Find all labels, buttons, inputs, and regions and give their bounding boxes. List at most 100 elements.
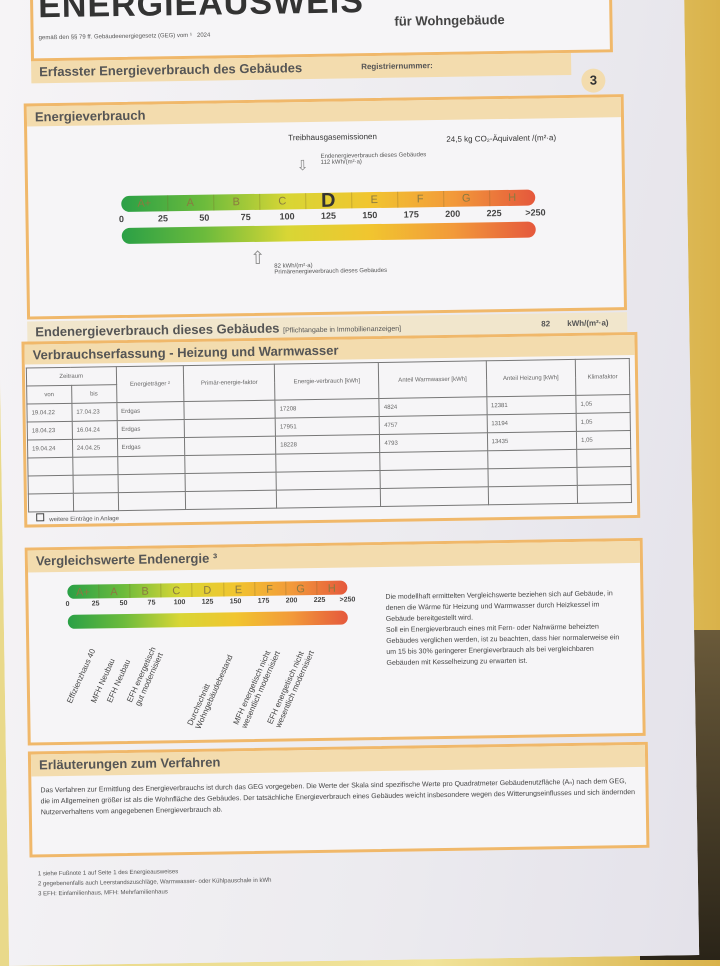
primary-energy-arrow-icon: ⇧ [249, 247, 266, 269]
table-cell: 24.04.25 [72, 438, 118, 458]
scale-tick: 200 [285, 597, 298, 605]
table-cell [28, 475, 74, 495]
scale-tick: >250 [525, 207, 546, 218]
energy-certificate-page: ENERGIEAUSWEIS für Wohngebäude gemäß den… [0, 0, 700, 966]
table-cell [276, 488, 381, 509]
class-A+: A+ [67, 584, 100, 599]
end-energy-unit: kWh/(m²·a) [567, 318, 609, 329]
table-cell [576, 466, 632, 486]
footnotes: 1 siehe Fußnote 1 auf Seite 1 des Energi… [38, 866, 272, 900]
table-cell [487, 485, 578, 505]
registration-label: Registriernummer: [361, 61, 433, 72]
table-cell [380, 468, 488, 489]
table-cell: 12381 [486, 395, 577, 415]
table-cell [185, 454, 277, 474]
scale-tick: 100 [173, 599, 186, 607]
class-A: A [167, 194, 215, 212]
table-cell [487, 449, 577, 469]
more-entries: weitere Einträge in Anlage [36, 512, 119, 523]
header-energietraeger: Energieträger ² [115, 365, 185, 403]
table-cell [487, 467, 578, 487]
page-number: 3 [581, 68, 606, 93]
end-energy-marker: Endenergieverbrauch dieses Gebäudes 112 k… [320, 152, 427, 166]
end-energy-arrow-icon: ⇩ [296, 157, 309, 174]
ghg-value: 24,5 kg CO₂-Äquivalent /(m²·a) [446, 133, 557, 144]
more-entries-label: weitere Einträge in Anlage [49, 516, 120, 524]
scale-gradient-bar [67, 610, 348, 629]
scale-class-bar: A+ A B C D E F G H [67, 580, 348, 599]
end-energy-note: [Pflichtangabe in Immobilienanzeigen] [283, 325, 402, 335]
class-B: B [129, 583, 162, 598]
consumption-table: Zeitraum Energieträger ² Primär-energie-… [26, 358, 632, 513]
class-G: G [284, 580, 318, 596]
primary-energy-marker: 82 kWh/(m²·a) Primärenergieverbrauch dies… [274, 263, 388, 276]
section-title: Erfasster Energieverbrauch des Gebäudes [39, 60, 303, 80]
table-cell [577, 484, 632, 504]
table-cell [117, 491, 186, 511]
table-cell: Erdgas [116, 401, 185, 421]
end-energy-label: Endenergieverbrauch dieses Gebäudes [35, 320, 280, 340]
scale-tick: 0 [65, 600, 70, 608]
table-cell [72, 456, 118, 476]
compare-description: Die modellhaft ermittelten Vergleichswer… [385, 590, 620, 667]
scale-tick: 225 [486, 208, 502, 219]
table-cell: 17951 [275, 416, 380, 437]
scale-tick: 25 [91, 600, 100, 608]
table-cell: 17.04.23 [71, 402, 117, 422]
class-E: E [351, 191, 399, 209]
scale-tick: 225 [313, 596, 326, 605]
compare-scale: A+ A B C D E F G H 0 25 50 75 100 125 150 175 200 225 >250 [65, 580, 355, 633]
class-H: H [508, 191, 517, 204]
class-B: B [213, 193, 261, 211]
class-F: F [397, 190, 445, 208]
scale-tick: 175 [403, 209, 419, 220]
more-entries-checkbox[interactable] [36, 513, 45, 522]
class-A+: A+ [121, 195, 169, 213]
class-D: D [305, 190, 353, 212]
header-klimafaktor: Klimafaktor [575, 358, 630, 396]
header-warmwasser: Anteil Warmwasser [kWh] [378, 360, 487, 399]
table-cell: 18228 [275, 434, 381, 455]
table-cell [185, 472, 277, 492]
class-D: D [191, 582, 225, 597]
header-heizung: Anteil Heizung [kWh] [485, 359, 576, 397]
energy-scale: A+ A B C D E F G H 0 25 50 75 100 125 150 175 200 225 >250 [119, 189, 546, 252]
class-F: F [253, 581, 287, 596]
scale-tick: >250 [339, 596, 356, 604]
table-cell [380, 450, 488, 471]
table-cell: 19.04.22 [26, 403, 72, 423]
table-cell [73, 492, 119, 512]
scale-tick: 25 [157, 213, 168, 224]
scale-tick: 200 [445, 208, 461, 219]
end-energy-value: 82 [541, 319, 551, 329]
header-von: von [26, 385, 72, 405]
table-cell: 18.04.23 [27, 421, 73, 441]
scale-tick: 50 [119, 599, 128, 608]
header-energieverbrauch: Energie-verbrauch [kWh] [274, 362, 380, 401]
table-cell: Erdgas [116, 437, 186, 457]
table-cell [380, 486, 489, 507]
table-cell: 4824 [379, 396, 487, 417]
scale-tick: 150 [362, 210, 378, 221]
table-cell [117, 455, 186, 475]
header-bis: bis [71, 384, 117, 404]
class-H: H [327, 582, 336, 595]
table-cell [72, 474, 118, 494]
class-C: C [259, 193, 307, 210]
table-cell: 4757 [379, 414, 487, 435]
table-cell: 1,05 [576, 430, 631, 450]
ghg-label: Treibhausgasemissionen [288, 132, 377, 143]
table-cell [117, 473, 186, 493]
scale-tick: 125 [320, 210, 337, 221]
scale-tick: 50 [199, 212, 210, 223]
scale-tick: 125 [201, 598, 214, 606]
table-cell: 16.04.24 [71, 420, 117, 440]
table-cell [185, 490, 277, 510]
class-A: A [98, 583, 131, 599]
scale-tick: 150 [229, 598, 242, 606]
header-zeitraum: Zeitraum [26, 366, 117, 387]
scale-tick: 75 [147, 599, 156, 607]
table-cell [184, 436, 276, 456]
table-cell [576, 448, 631, 468]
table-cell: Erdgas [116, 419, 185, 439]
